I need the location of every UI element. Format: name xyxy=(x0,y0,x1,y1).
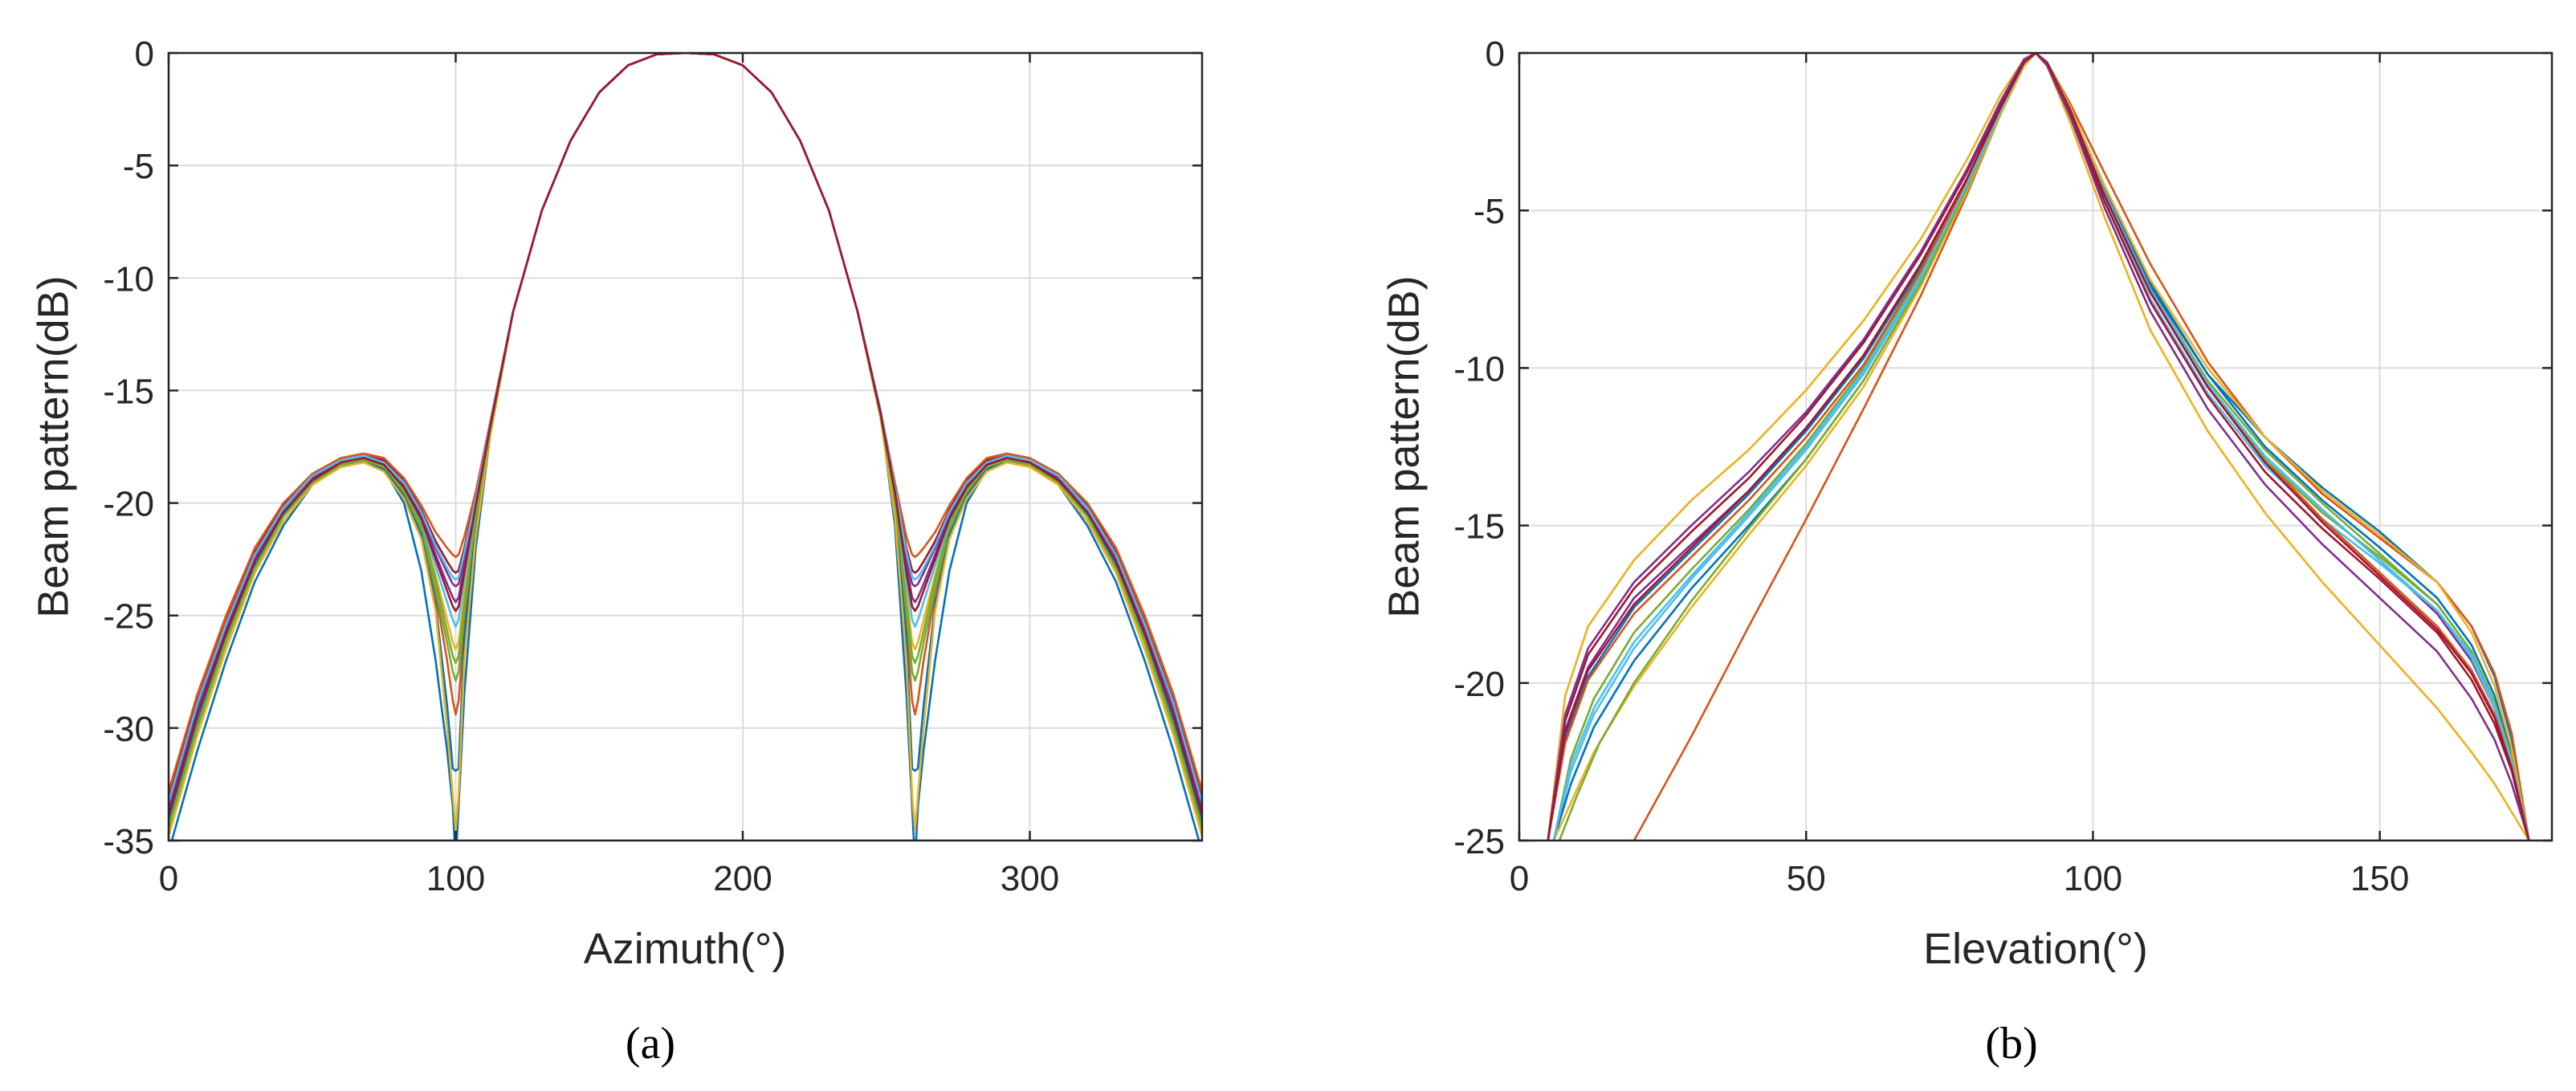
series-line-b-3 xyxy=(1547,53,2530,841)
series-a xyxy=(169,53,1202,841)
y-tick-label-a-3: -15 xyxy=(103,372,154,411)
caption-a: (a) xyxy=(626,1019,675,1069)
y-tick-label-b-2: -10 xyxy=(1453,349,1505,389)
grid-b xyxy=(1518,52,2552,841)
panel-a: 0 100 200 300 0 -5 -10 -15 -20 -25 -30 -35 Azimuth(… xyxy=(29,35,1204,1069)
series-line-b-7 xyxy=(1547,53,2530,841)
y-tick-label-a-4: -20 xyxy=(103,485,154,524)
y-tick-label-b-0: 0 xyxy=(1486,35,1505,74)
x-tick-label-b-0: 0 xyxy=(1510,859,1529,898)
series-b xyxy=(1547,53,2530,841)
y-tick-label-a-2: -10 xyxy=(103,259,154,299)
series-line-b-2 xyxy=(1632,53,2530,841)
series-line-a-12 xyxy=(169,53,1202,828)
series-line-a-7 xyxy=(169,53,1202,800)
y-tick-label-b-1: -5 xyxy=(1473,192,1505,231)
series-line-a-9 xyxy=(169,53,1202,792)
y-tick-label-b-3: -15 xyxy=(1453,507,1505,547)
y-tick-label-a-1: -5 xyxy=(123,147,154,186)
ticks-b: 0 50 100 150 0 -5 -10 -15 -20 -25 xyxy=(1453,35,2552,898)
series-line-b-8 xyxy=(1552,53,2530,841)
series-line-b-6 xyxy=(1552,53,2530,841)
series-line-a-10 xyxy=(169,53,1202,837)
series-line-b-12 xyxy=(1558,53,2530,841)
series-line-a-6 xyxy=(169,53,1202,814)
series-line-b-10 xyxy=(1552,53,2530,841)
ticks-a: 0 100 200 300 0 -5 -10 -15 -20 -25 -30 -35 xyxy=(103,35,1202,898)
x-tick-label-a-2: 200 xyxy=(713,859,772,898)
x-axis-label-b: Elevation(°) xyxy=(1923,925,2148,973)
series-line-a-11 xyxy=(169,53,1202,810)
x-tick-label-b-2: 100 xyxy=(2064,859,2122,898)
series-line-a-8 xyxy=(169,53,1202,823)
series-line-a-5 xyxy=(169,53,1202,830)
series-line-a-2 xyxy=(169,53,1202,796)
x-tick-label-b-3: 150 xyxy=(2350,859,2409,898)
caption-b: (b) xyxy=(1985,1019,2037,1069)
y-tick-label-a-0: 0 xyxy=(135,35,154,74)
y-tick-label-a-6: -30 xyxy=(103,710,154,749)
plot-area-frame-b xyxy=(1518,51,2554,842)
y-axis-label-b: Beam pattern(dB) xyxy=(1380,275,1428,617)
x-tick-label-b-1: 50 xyxy=(1787,859,1826,898)
y-tick-label-a-7: -35 xyxy=(103,822,154,861)
y-tick-label-b-5: -25 xyxy=(1453,822,1505,861)
y-tick-label-a-5: -25 xyxy=(103,597,154,637)
series-line-a-13 xyxy=(169,53,1202,803)
x-tick-label-a-3: 300 xyxy=(1001,859,1059,898)
series-line-b-11 xyxy=(1547,53,2530,841)
y-tick-label-b-4: -20 xyxy=(1453,665,1505,704)
x-axis-label-a: Azimuth(°) xyxy=(584,925,787,973)
x-tick-label-a-1: 100 xyxy=(426,859,485,898)
plot-area-frame-a xyxy=(167,51,1204,842)
panel-b: 0 50 100 150 0 -5 -10 -15 -20 -25 Elevation(°) Be… xyxy=(1380,35,2554,1069)
series-line-b-9 xyxy=(1547,53,2530,841)
series-line-a-3 xyxy=(169,53,1202,819)
series-line-a-1 xyxy=(170,53,1200,841)
series-line-b-14 xyxy=(1547,53,2530,841)
grid-a xyxy=(168,52,1202,841)
series-line-a-14 xyxy=(169,53,1202,816)
y-axis-label-a: Beam pattern(dB) xyxy=(29,275,77,617)
series-line-b-13 xyxy=(1552,53,2530,841)
series-line-b-5 xyxy=(1552,53,2530,841)
x-tick-label-a-0: 0 xyxy=(159,859,178,898)
series-line-b-4 xyxy=(1547,53,2530,841)
series-line-b-1 xyxy=(1547,53,2530,841)
